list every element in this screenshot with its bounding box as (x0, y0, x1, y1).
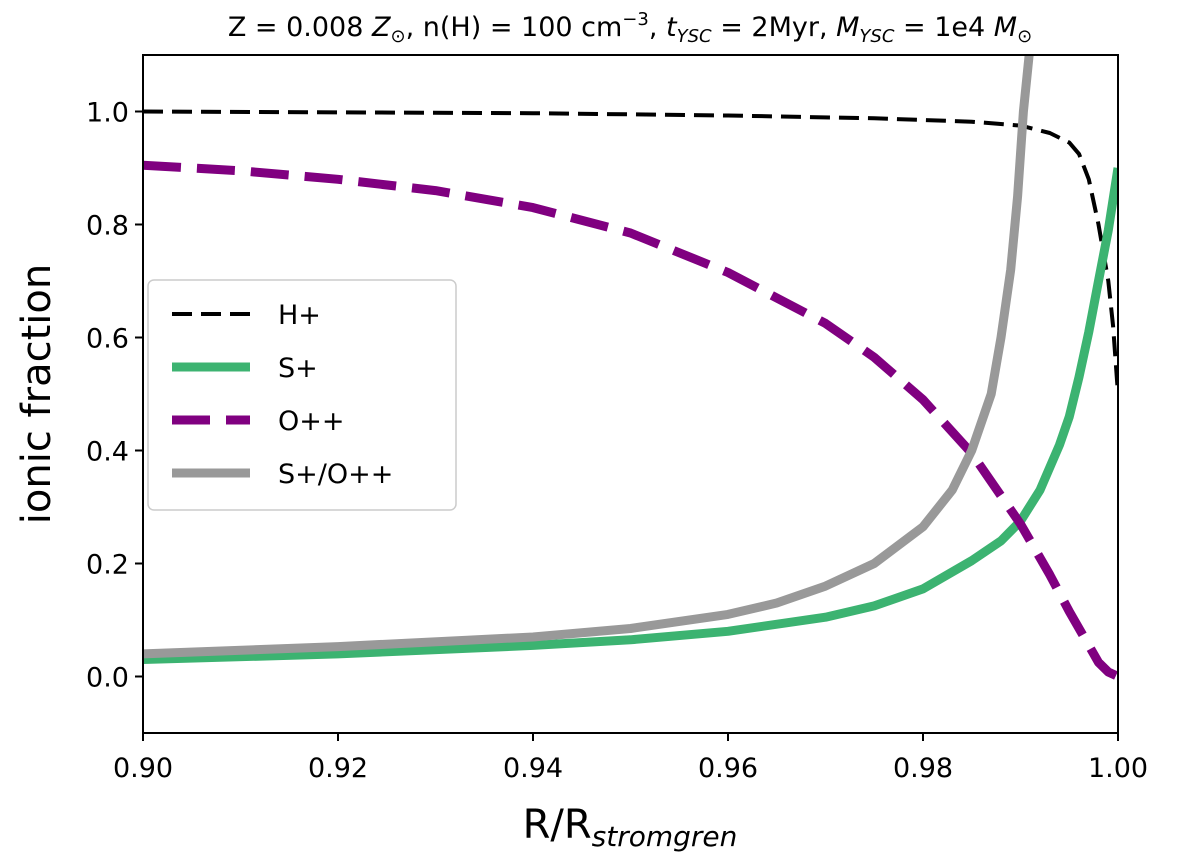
x-tick-label: 0.98 (893, 753, 953, 784)
y-tick-label: 1.0 (86, 98, 129, 129)
title-part: ⊙ (1017, 26, 1032, 47)
title-part: Z = 0.008 (228, 12, 372, 43)
x-axis-label: R/Rstromgren (523, 802, 738, 853)
title-part: , n(H) = 100 cm (406, 12, 623, 43)
y-axis: 0.0 0.2 0.4 0.6 0.8 1.0 (86, 98, 143, 694)
title-part: M (994, 12, 1017, 43)
title-part: = 2Myr, (712, 12, 837, 43)
y-tick-label: 0.8 (86, 211, 129, 242)
y-tick-label: 0.4 (86, 437, 129, 468)
y-tick-label: 0.0 (86, 663, 129, 694)
title-part: = 1e4 (894, 12, 993, 43)
title-part: YSC (677, 26, 712, 47)
title-part: M (836, 12, 859, 43)
legend-label: O++ (278, 406, 345, 437)
legend: H+ S+ O++ S+/O++ (147, 279, 457, 511)
legend-label: S+/O++ (278, 459, 393, 490)
title-part: ⊙ (391, 26, 406, 47)
series-line-h- (143, 109, 1118, 395)
series-line-s-o- (143, 55, 1034, 659)
x-axis: 0.90 0.92 0.94 0.96 0.98 1.00 (113, 733, 1148, 784)
y-axis-label: ionic fraction (14, 264, 60, 524)
x-tick-label: 1.00 (1088, 753, 1148, 784)
x-tick-label: 0.94 (503, 753, 563, 784)
title-part: YSC (859, 26, 894, 47)
legend-label: H+ (278, 300, 321, 331)
legend-label: S+ (278, 353, 318, 384)
chart-title: Z = 0.008 Z⊙, n(H) = 100 cm−3, tYSC = 2M… (228, 9, 1032, 47)
y-tick-label: 0.6 (86, 324, 129, 355)
x-tick-label: 0.90 (113, 753, 173, 784)
series-group (143, 55, 1118, 681)
title-part: Z (371, 12, 391, 43)
series-line-s- (143, 167, 1118, 664)
y-tick-label: 0.2 (86, 550, 129, 581)
title-part: t (666, 12, 678, 43)
title-part: −3 (622, 9, 649, 30)
plot-frame (142, 54, 1119, 734)
title-part: , (649, 12, 666, 43)
x-tick-label: 0.96 (698, 753, 758, 784)
series-line-o- (143, 160, 1118, 681)
x-tick-label: 0.92 (308, 753, 368, 784)
